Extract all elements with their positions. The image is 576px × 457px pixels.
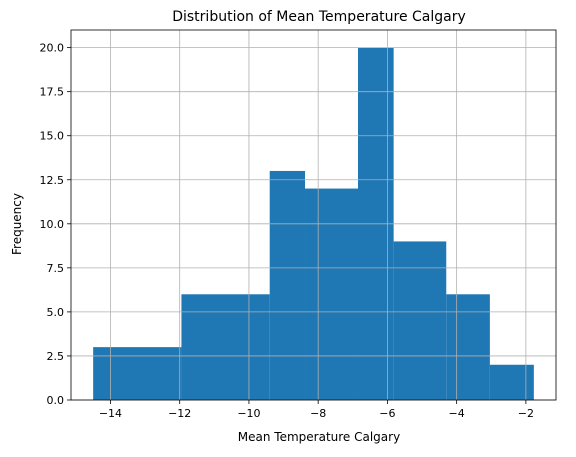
x-tick-label: −12	[168, 407, 191, 420]
grid-lines	[71, 30, 556, 401]
y-tick-label: 0.0	[47, 394, 65, 407]
y-axis-ticks: 0.0 2.5 5.0 7.5 10.0 12.5 15.0 17.5 20.0	[40, 42, 71, 407]
histogram-bar	[305, 188, 358, 400]
y-tick-label: 7.5	[47, 262, 65, 275]
x-tick-label: −6	[379, 407, 395, 420]
histogram-bar	[181, 294, 270, 400]
y-tick-label: 12.5	[40, 174, 65, 187]
y-tick-label: 17.5	[40, 86, 65, 99]
histogram-bar	[393, 241, 447, 400]
x-tick-label: −2	[518, 407, 534, 420]
x-tick-label: −10	[237, 407, 260, 420]
histogram-bar	[446, 294, 490, 400]
x-axis-label: Mean Temperature Calgary	[238, 430, 400, 444]
x-axis-ticks: −14 −12 −10 −8 −6 −4 −2	[99, 400, 534, 420]
y-tick-label: 15.0	[40, 130, 65, 143]
x-tick-label: −4	[449, 407, 465, 420]
y-tick-label: 20.0	[40, 42, 65, 55]
histogram-bar	[489, 364, 534, 400]
y-tick-label: 5.0	[47, 306, 65, 319]
x-tick-label: −8	[310, 407, 326, 420]
x-tick-label: −14	[99, 407, 122, 420]
chart-title: Distribution of Mean Temperature Calgary	[172, 9, 466, 25]
plot-frame	[70, 29, 557, 401]
axes	[70, 29, 557, 401]
y-tick-label: 10.0	[40, 218, 65, 231]
histogram-bar	[269, 170, 306, 400]
histogram-bar	[93, 347, 182, 400]
y-tick-label: 2.5	[47, 350, 65, 363]
y-axis-label: Frequency	[10, 193, 24, 255]
